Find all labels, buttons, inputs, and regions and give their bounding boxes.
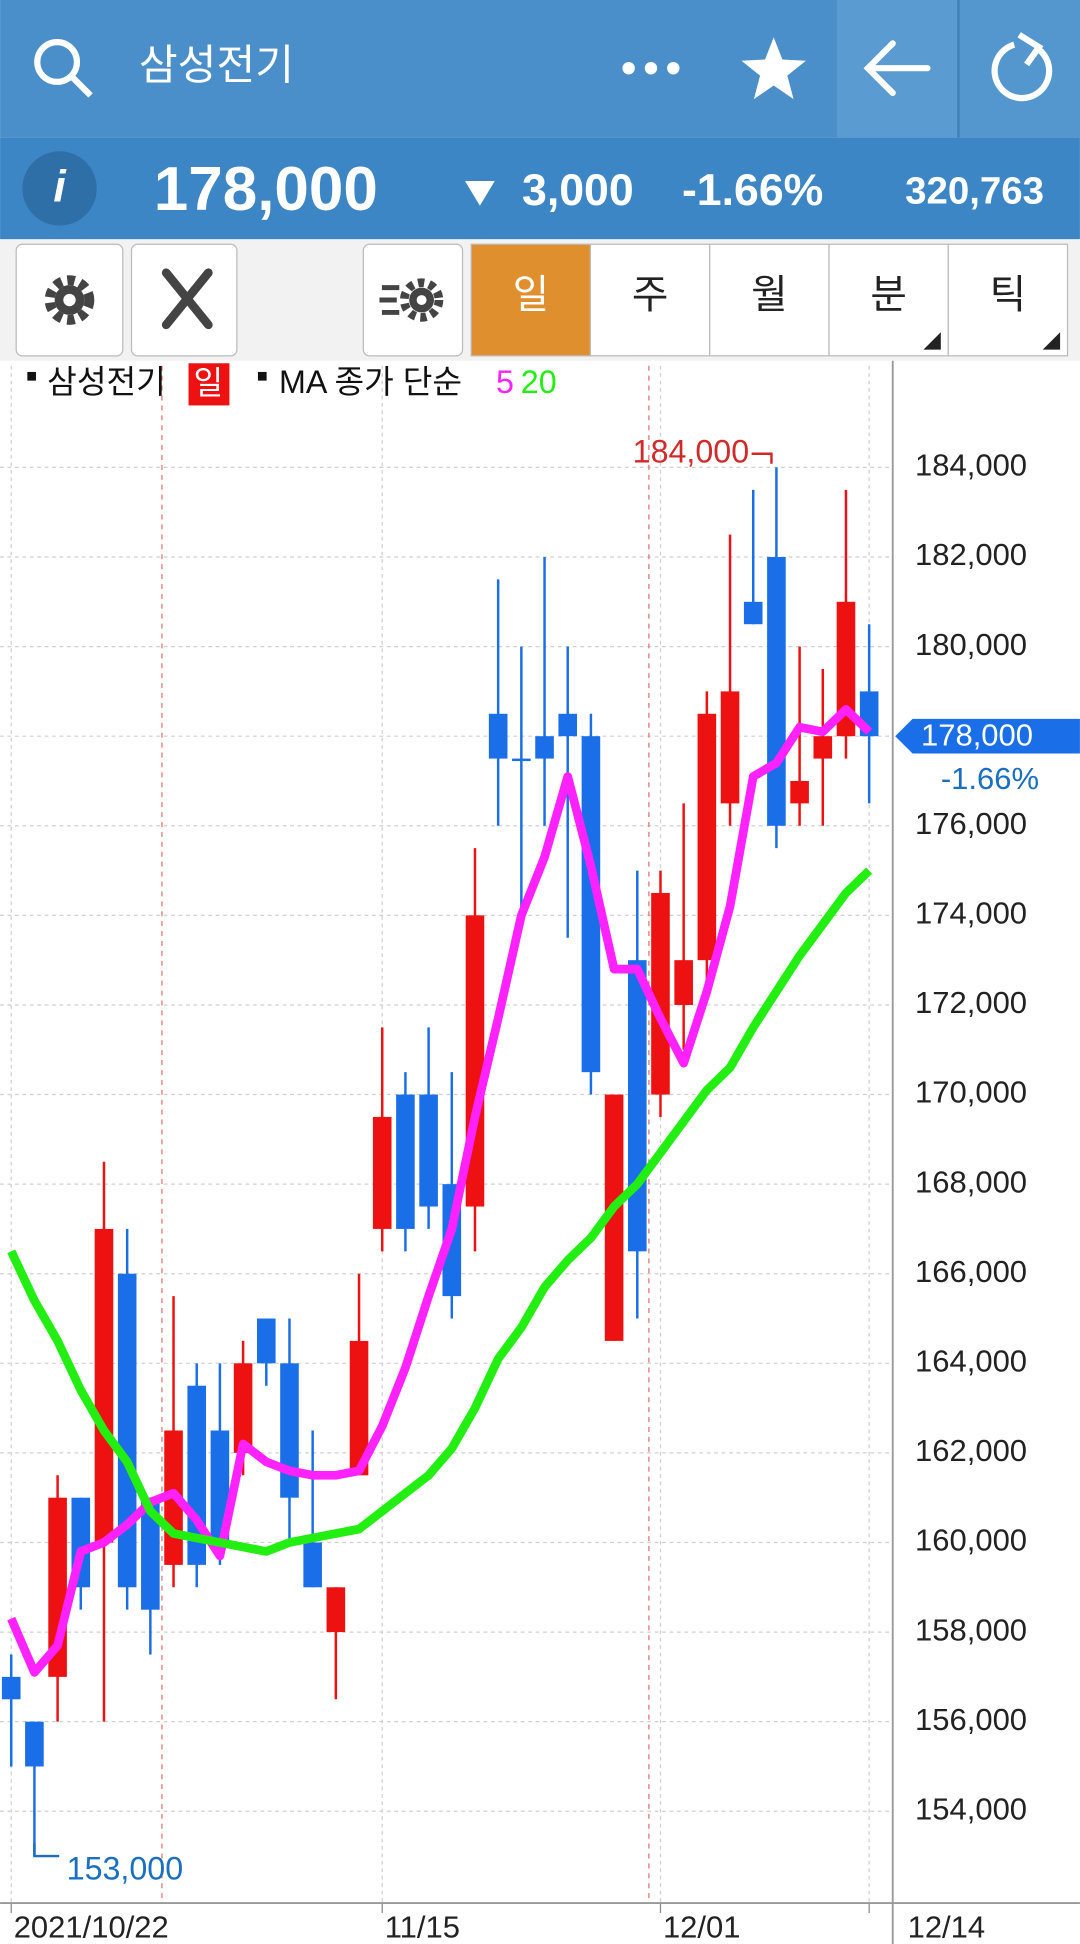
candle-body <box>141 1497 160 1610</box>
legend-entry: 5 <box>496 364 514 400</box>
legend-entry: 20 <box>521 364 557 400</box>
legend-period-box <box>188 363 230 406</box>
price-bar <box>0 137 1080 240</box>
y-tick-label: 154,000 <box>915 1791 1027 1826</box>
y-tick-label: 170,000 <box>915 1075 1027 1110</box>
candle-body <box>1 1676 21 1700</box>
legend-label: MA 종가 단순 <box>279 364 462 400</box>
min-marker-arrow <box>33 1843 60 1858</box>
tab[interactable] <box>589 243 711 357</box>
candle-body <box>233 1363 253 1453</box>
candle-body <box>558 713 578 737</box>
refresh-icon <box>991 32 1053 102</box>
legend-marker <box>257 371 267 381</box>
tab-label: 월 <box>751 273 787 317</box>
legend-period: 일 <box>194 365 224 401</box>
legend-marker <box>27 371 37 381</box>
ma-line <box>7 867 873 1556</box>
candle-body <box>512 758 531 762</box>
candle-body <box>372 1116 392 1229</box>
favorite-icon[interactable] <box>741 37 806 100</box>
y-tick-label: 158,000 <box>915 1612 1027 1647</box>
gear-icon <box>44 275 95 325</box>
legend-label: 삼성전기 <box>47 364 166 400</box>
price-change: 3,000 <box>522 166 634 215</box>
candle-body <box>813 736 833 759</box>
y-tick-label: 162,000 <box>915 1433 1027 1468</box>
candle-body <box>117 1273 137 1588</box>
y-tick-label: 182,000 <box>915 537 1027 572</box>
tab-label: 일 <box>513 273 549 317</box>
candle-body <box>488 713 508 759</box>
candle-body <box>651 892 670 1095</box>
tab[interactable] <box>828 243 949 357</box>
tab-label: 분 <box>870 273 906 317</box>
x-tick-label: 12/14 <box>908 1909 986 1944</box>
volume: 320,763 <box>905 170 1044 213</box>
stock-name[interactable]: 삼성전기 <box>139 41 294 88</box>
min-marker-label: 153,000 <box>67 1850 183 1886</box>
candle-body <box>627 960 647 1252</box>
info-button[interactable] <box>22 151 97 226</box>
x-tick-label: 12/01 <box>663 1909 741 1944</box>
chart-area <box>0 360 1080 1944</box>
search-icon[interactable] <box>34 39 93 98</box>
candle-body <box>419 1094 438 1207</box>
down-arrow <box>464 181 495 206</box>
candle-body <box>256 1318 276 1364</box>
candle-body <box>720 691 740 804</box>
candle-body <box>743 601 763 625</box>
candle-body <box>303 1542 322 1588</box>
y-tick-label: 164,000 <box>915 1344 1027 1379</box>
max-marker-label: 184,000 <box>633 433 749 469</box>
tab-label: 틱 <box>990 273 1026 317</box>
more-icon[interactable] <box>622 61 680 75</box>
y-tick-label: 180,000 <box>915 627 1027 662</box>
x-tick-label: 2021/10/22 <box>14 1909 169 1944</box>
y-tick-label: 174,000 <box>915 896 1027 931</box>
price-tag <box>895 718 1080 754</box>
current-price: 178,000 <box>154 155 378 224</box>
y-tick-label: 176,000 <box>915 806 1027 841</box>
candle-body <box>697 713 717 961</box>
candlestick-chart: 154,000 156,000 158,000 160,000 162,000 164,0… <box>0 360 1080 1944</box>
candle-body <box>836 601 856 737</box>
candle-body <box>396 1094 415 1229</box>
svg-text:i: i <box>53 162 67 211</box>
candle-body <box>349 1340 369 1476</box>
price-tag-label: 178,000 <box>921 718 1033 753</box>
y-tick-label: 156,000 <box>915 1702 1027 1737</box>
y-tick-label: 160,000 <box>915 1523 1027 1558</box>
candle-body <box>280 1363 299 1498</box>
candle-body <box>94 1228 114 1543</box>
y-tick-label: 168,000 <box>915 1164 1027 1199</box>
candle-body <box>674 960 693 1005</box>
ma-line <box>7 704 873 1677</box>
candle-body <box>767 557 786 826</box>
candle-body <box>326 1587 346 1633</box>
candle-body <box>604 1094 624 1341</box>
tab-label: 주 <box>632 273 668 317</box>
tab[interactable] <box>709 243 830 357</box>
tab[interactable] <box>470 243 592 357</box>
candle-body <box>581 736 601 1073</box>
tools-icon <box>161 268 213 330</box>
y-tick-label: 172,000 <box>915 985 1027 1020</box>
y-tick-label: 166,000 <box>915 1254 1027 1289</box>
chart-gear-icon <box>379 278 444 322</box>
candle-body <box>25 1721 44 1767</box>
tab[interactable] <box>947 243 1069 357</box>
x-tick-label: 11/15 <box>385 1909 460 1944</box>
change-percent: -1.66% <box>682 166 823 215</box>
back-icon <box>863 40 931 97</box>
candle-body <box>790 780 809 804</box>
refresh-button[interactable] <box>958 0 1080 138</box>
max-marker-arrow <box>751 452 773 464</box>
candle-body <box>535 736 554 759</box>
y-tick-label: 184,000 <box>915 448 1027 483</box>
price-tag-change: -1.66% <box>941 761 1039 796</box>
